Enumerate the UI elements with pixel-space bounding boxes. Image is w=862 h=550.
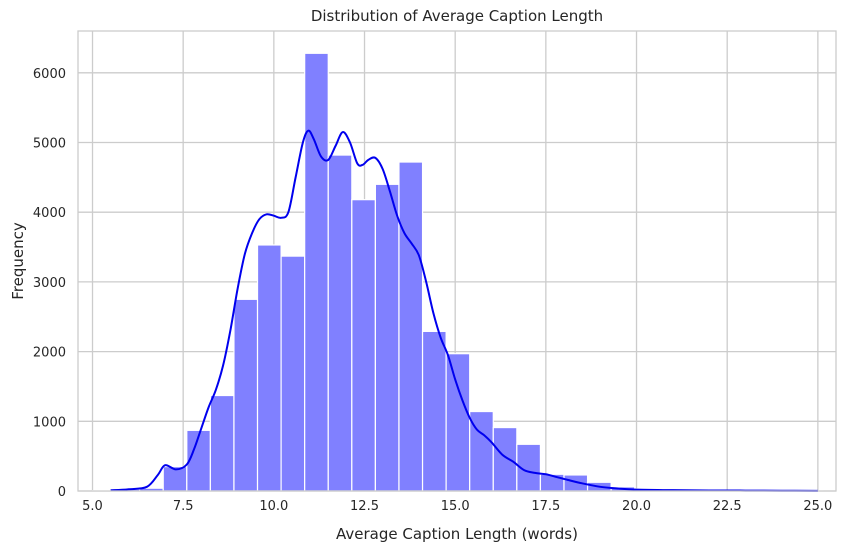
histogram-bar <box>374 183 400 492</box>
x-tick-label: 7.5 <box>173 499 194 514</box>
y-tick-label: 1000 <box>33 415 66 430</box>
x-tick-label: 25.0 <box>803 499 832 514</box>
y-tick-label: 0 <box>58 485 66 500</box>
y-axis-label: Frequency <box>9 222 27 300</box>
histogram-bar <box>327 154 353 492</box>
histogram-bar <box>445 353 471 492</box>
y-tick-label: 5000 <box>33 137 66 152</box>
x-tick-label: 17.5 <box>531 499 560 514</box>
x-axis-label: Average Caption Length (words) <box>336 525 578 543</box>
y-tick-label: 2000 <box>33 346 66 361</box>
x-tick-label: 22.5 <box>713 499 742 514</box>
chart-title: Distribution of Average Caption Length <box>311 7 603 25</box>
histogram-bar <box>492 426 518 492</box>
axes-frame <box>77 30 837 492</box>
y-tick-label: 6000 <box>33 67 66 82</box>
ticks-layer: 5.0 7.5 10.0 12.5 15.0 17.5 20.0 22.5 25.0 0 1000 2… <box>33 67 832 514</box>
x-tick-label: 10.0 <box>259 499 288 514</box>
kde-line <box>110 129 818 492</box>
x-tick-label: 15.0 <box>441 499 470 514</box>
kde-layer <box>110 129 818 492</box>
histogram-bar <box>209 394 235 492</box>
histogram-bar <box>256 244 282 492</box>
x-tick-label: 5.0 <box>82 499 103 514</box>
bars-layer <box>91 52 824 492</box>
histogram-bar <box>421 330 447 492</box>
histogram-bar <box>280 255 306 492</box>
histogram-bar <box>233 298 259 492</box>
x-tick-label: 20.0 <box>622 499 651 514</box>
y-tick-label: 4000 <box>33 206 66 221</box>
histogram-bar <box>398 161 424 492</box>
histogram-bar <box>304 52 329 492</box>
y-tick-label: 3000 <box>33 276 66 291</box>
histogram-bar <box>351 199 376 492</box>
x-tick-label: 12.5 <box>350 499 379 514</box>
